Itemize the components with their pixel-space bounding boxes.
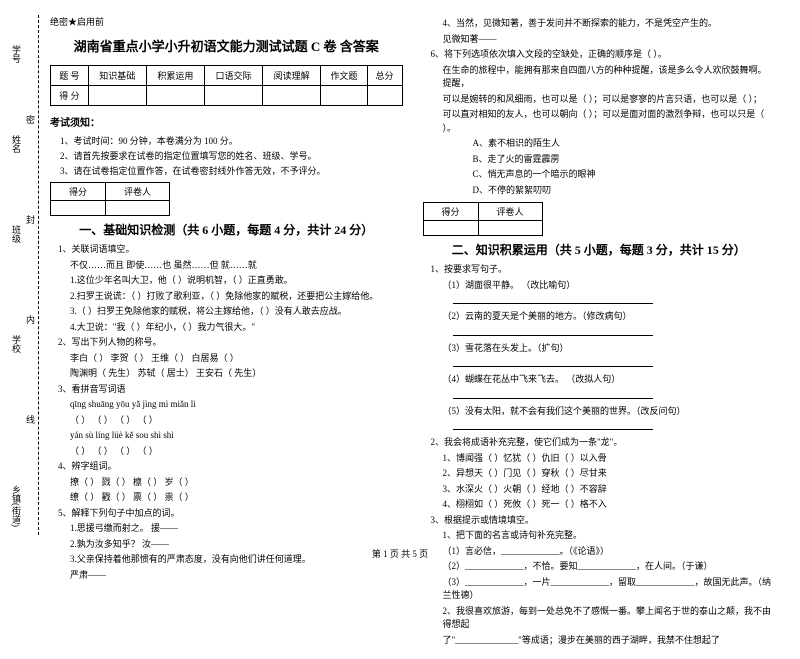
q6-text: 可以直对相知的友人，也可以朝向（ ）；可以是面对面的激烈争辩，也可以只是（ ）。 — [443, 108, 776, 135]
score-header: 总分 — [367, 66, 402, 86]
page-footer: 第 1 页 共 5 页 — [0, 547, 800, 560]
q3-box: （ ） （ ） （ ） （ ） — [70, 414, 403, 428]
confidential-label: 绝密★启用前 — [50, 15, 403, 28]
margin-inner: 内 — [24, 315, 37, 324]
margin-inner: 封 — [24, 215, 37, 224]
q1-sub: 不仅……而且 即使……也 虽然……但 就……就 — [70, 259, 403, 273]
margin-label: 班级 — [10, 225, 23, 243]
score-header: 口语交际 — [204, 66, 262, 86]
mini-cell — [106, 201, 170, 216]
notice-title: 考试须知： — [50, 114, 403, 129]
s2-q3-sub: （3）_____________，一片_____________，留取_____… — [443, 576, 776, 603]
q6-option: C、悄无声息的一个暗示的眼神 — [473, 168, 776, 182]
q1: 1、关联词语填空。 — [58, 243, 403, 257]
answer-line — [453, 398, 653, 399]
score-cell — [367, 86, 402, 106]
q4-sub: 撩（ ） 戮（ ） 檩（ ） 岁（ ） — [70, 476, 403, 490]
score-cell — [321, 86, 367, 106]
score-cell — [146, 86, 204, 106]
s2-q3-sub: 了"______________"等成语；漫步在美丽的西子湖畔，我禁不住想起了 — [443, 634, 776, 648]
mini-cell — [478, 221, 542, 236]
q6-text: 在生命的旅程中，能拥有那来自四面八方的种种提醒，该是多么令人欢欣鼓舞啊。提醒， — [443, 64, 776, 91]
q6: 6、将下列选项依次填入文段的空缺处，正确的顺序是（ ）。 — [431, 48, 776, 62]
s2-q1: 1、按要求写句子。 — [431, 263, 776, 277]
q1-sub: 3.（ ）扫罗王免除他家的赋税，将公主嫁给他，（ ）没有人敢去应战。 — [70, 305, 403, 319]
notice-item: 3、请在试卷指定位置作答，在试卷密封线外作答无效，不予评分。 — [60, 164, 403, 177]
exam-title: 湖南省重点小学小升初语文能力测试试题 C 卷 含答案 — [50, 36, 403, 55]
score-row: 得 分 — [51, 86, 89, 106]
grader-table: 得分评卷人 — [50, 182, 170, 216]
score-header: 知识基础 — [88, 66, 146, 86]
mini-cell: 得分 — [423, 203, 478, 221]
q3: 3、看拼音写词语 — [58, 383, 403, 397]
score-cell — [88, 86, 146, 106]
score-header: 题 号 — [51, 66, 89, 86]
mini-cell: 评卷人 — [478, 203, 542, 221]
q1-sub: 2.扫罗王说谎：（ ）打败了歌利亚，（ ）免除他家的赋税，还要把公主嫁给他。 — [70, 290, 403, 304]
mini-cell — [423, 221, 478, 236]
s2-q1-sub: （1）湖面很平静。 （改比喻句） — [443, 279, 776, 293]
margin-label: 乡镇(街道) — [10, 485, 23, 527]
notice-item: 1、考试时间：90 分钟，本卷满分为 100 分。 — [60, 134, 403, 147]
q5-4: 4、当然，见微知著，善于发问并不断探索的能力，不是凭空产生的。 — [443, 17, 776, 31]
score-header: 作文题 — [321, 66, 367, 86]
grader-table-2: 得分评卷人 — [423, 202, 543, 236]
margin-label: 姓名 — [10, 135, 23, 153]
s2-q3-sub: 2、我很喜欢旅游，每到一处总免不了感慨一番。攀上闻名于世的泰山之颠，我不由得想起 — [443, 605, 776, 632]
answer-line — [453, 429, 653, 430]
s2-q1-sub: （3）雪花落在头发上。（扩句） — [443, 342, 776, 356]
score-header: 积累运用 — [146, 66, 204, 86]
q1-sub: 4.大卫说："我（ ）年纪小，（ ）我力气很大。" — [70, 321, 403, 335]
mini-cell: 评卷人 — [106, 183, 170, 201]
s2-q2-sub: 1、博闻强（ ）忆犹（ ）仇旧（ ）以入骨 — [443, 452, 776, 466]
s2-q1-sub: （4）蝴蝶在花丛中飞来飞去。 （改拟人句） — [443, 373, 776, 387]
s2-q1-sub: （2）云南的夏天是个美丽的地方。（修改病句） — [443, 310, 776, 324]
s2-q2-sub: 2、异想天（ ）门见（ ）穿秋（ ）尽甘来 — [443, 467, 776, 481]
score-cell — [263, 86, 321, 106]
answer-line — [453, 366, 653, 367]
mini-cell: 得分 — [51, 183, 106, 201]
q1-sub: 1.这位少年名叫大卫，他（ ）说明机智，（ ）正直勇敢。 — [70, 274, 403, 288]
q6-text: 可以是婉转的和风细雨，也可以是（ ）；可以是寥寥的片言只语，也可以是（ ）； — [443, 93, 776, 107]
q6-option: A、素不相识的陌生人 — [473, 137, 776, 151]
s2-q3: 3、根据提示或情境填空。 — [431, 514, 776, 528]
answer-line — [453, 335, 653, 336]
s2-q3-sub: （2）_____________，不恰。要知_____________，在人间。… — [443, 560, 776, 574]
q6-option: D、不停的絮絮叨叨 — [473, 184, 776, 198]
q2-sub: 李白（ ） 李贺（ ） 王维（ ） 白居易（ ） — [70, 352, 403, 366]
q5: 5、解释下列句子中加点的词。 — [58, 507, 403, 521]
section1-title: 一、基础知识检测（共 6 小题，每题 4 分，共计 24 分） — [50, 221, 403, 238]
s2-q2-sub: 3、水深火（ ）火朝（ ）经地（ ）不容辞 — [443, 483, 776, 497]
s2-q2-sub: 4、栩栩如（ ）死攸（ ）死一（ ）格不入 — [443, 498, 776, 512]
q3-box: （ ） （ ） （ ） （ ） — [70, 445, 403, 459]
q5-sub: 1.思援弓缴而射之。 援—— — [70, 522, 403, 536]
s2-q2: 2、我会将成语补充完整，使它们成为一条"龙"。 — [431, 436, 776, 450]
margin-inner: 密 — [24, 115, 37, 124]
notice-item: 2、请首先按要求在试卷的指定位置填写您的姓名、班级、学号。 — [60, 149, 403, 162]
q5-4b: 见微知著—— — [443, 33, 776, 47]
s2-q3-sub: 1、把下面的名言或诗句补充完整。 — [443, 529, 776, 543]
q2: 2、写出下列人物的称号。 — [58, 336, 403, 350]
s2-q1-sub: （5）没有太阳，就不会有我们这个美丽的世界。（改反问句） — [443, 405, 776, 419]
score-table: 题 号 知识基础 积累运用 口语交际 阅读理解 作文题 总分 得 分 — [50, 65, 403, 106]
q2-sub: 陶渊明（ 先生） 苏轼（ 居士） 王安石（ 先生） — [70, 367, 403, 381]
q3-pinyin: yán sù líng lüè kě sou shì shì — [70, 429, 403, 443]
margin-label: 学校 — [10, 335, 23, 353]
margin-label: 学号 — [10, 45, 23, 63]
q4: 4、辨字组词。 — [58, 460, 403, 474]
answer-line — [453, 303, 653, 304]
q5-sub: 严肃—— — [70, 569, 403, 583]
mini-cell — [51, 201, 106, 216]
margin-inner: 线 — [24, 415, 37, 424]
score-cell — [204, 86, 262, 106]
q6-option: B、走了火的雷霆霹雳 — [473, 153, 776, 167]
score-header: 阅读理解 — [263, 66, 321, 86]
section2-title: 二、知识积累运用（共 5 小题，每题 3 分，共计 15 分） — [423, 241, 776, 258]
q3-pinyin: qīng shuāng yōu yǎ jìng mì miǎn lì — [70, 398, 403, 412]
q4-sub: 缭（ ） 戳（ ） 禀（ ） 祟（ ） — [70, 491, 403, 505]
